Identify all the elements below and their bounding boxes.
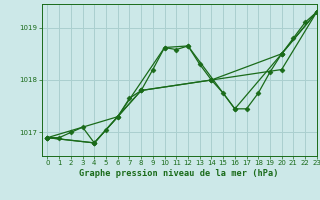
X-axis label: Graphe pression niveau de la mer (hPa): Graphe pression niveau de la mer (hPa) — [79, 169, 279, 178]
